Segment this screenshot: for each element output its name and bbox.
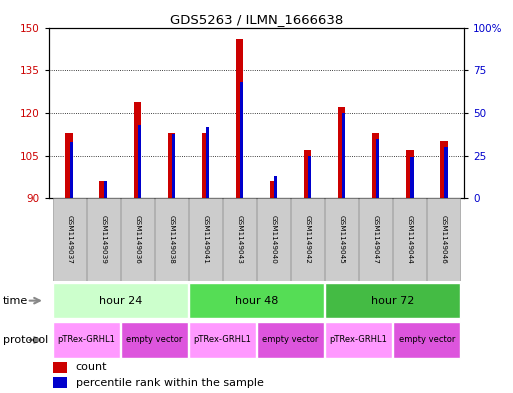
Text: protocol: protocol xyxy=(3,335,48,345)
Bar xyxy=(53,283,188,318)
Text: GSM1149045: GSM1149045 xyxy=(339,215,345,264)
Bar xyxy=(206,127,209,198)
Text: empty vector: empty vector xyxy=(399,336,455,344)
Text: GSM1149039: GSM1149039 xyxy=(100,215,106,264)
Bar xyxy=(53,362,67,373)
Bar xyxy=(393,198,426,281)
Bar xyxy=(308,156,311,198)
Bar xyxy=(342,113,345,198)
Text: GSM1149043: GSM1149043 xyxy=(236,215,243,264)
Bar xyxy=(121,322,188,358)
Text: pTRex-GRHL1: pTRex-GRHL1 xyxy=(193,336,251,344)
Text: GSM1149041: GSM1149041 xyxy=(203,215,208,264)
Bar xyxy=(87,198,120,281)
Title: GDS5263 / ILMN_1666638: GDS5263 / ILMN_1666638 xyxy=(170,13,343,26)
Text: empty vector: empty vector xyxy=(126,336,183,344)
Bar xyxy=(189,198,222,281)
Bar xyxy=(53,377,67,388)
Text: GSM1149047: GSM1149047 xyxy=(373,215,379,264)
Bar xyxy=(69,142,73,198)
Text: count: count xyxy=(76,362,107,373)
Bar xyxy=(325,322,392,358)
Bar xyxy=(325,283,460,318)
Bar xyxy=(66,133,73,198)
Text: hour 24: hour 24 xyxy=(98,296,142,306)
Bar xyxy=(100,181,107,198)
Bar xyxy=(291,198,324,281)
Bar xyxy=(376,139,380,198)
Text: GSM1149037: GSM1149037 xyxy=(66,215,72,264)
Bar xyxy=(172,134,175,198)
Text: GSM1149036: GSM1149036 xyxy=(134,215,140,264)
Text: percentile rank within the sample: percentile rank within the sample xyxy=(76,378,264,387)
Text: empty vector: empty vector xyxy=(262,336,319,344)
Bar xyxy=(133,101,141,198)
Bar xyxy=(427,198,460,281)
Text: pTRex-GRHL1: pTRex-GRHL1 xyxy=(57,336,115,344)
Text: GSM1149044: GSM1149044 xyxy=(407,215,413,264)
Bar xyxy=(410,158,413,198)
Bar xyxy=(53,198,86,281)
Bar xyxy=(104,181,107,198)
Bar xyxy=(372,133,380,198)
Bar xyxy=(121,198,153,281)
Bar xyxy=(304,150,311,198)
Text: time: time xyxy=(3,296,28,306)
Bar xyxy=(235,39,243,198)
Text: pTRex-GRHL1: pTRex-GRHL1 xyxy=(330,336,388,344)
Bar xyxy=(444,147,447,198)
Text: GSM1149046: GSM1149046 xyxy=(441,215,447,264)
Bar xyxy=(202,133,209,198)
Bar xyxy=(168,133,175,198)
Bar xyxy=(406,150,413,198)
Bar xyxy=(338,107,345,198)
Bar xyxy=(274,176,277,198)
Bar xyxy=(257,198,290,281)
Text: GSM1149038: GSM1149038 xyxy=(168,215,174,264)
Bar xyxy=(240,82,243,198)
Text: GSM1149040: GSM1149040 xyxy=(270,215,277,264)
Bar xyxy=(325,198,358,281)
Text: hour 48: hour 48 xyxy=(235,296,278,306)
Bar xyxy=(189,322,256,358)
Bar xyxy=(360,198,392,281)
Text: hour 72: hour 72 xyxy=(371,296,415,306)
Bar xyxy=(137,125,141,198)
Bar xyxy=(53,322,120,358)
Bar xyxy=(393,322,460,358)
Bar xyxy=(155,198,188,281)
Bar xyxy=(189,283,324,318)
Bar xyxy=(257,322,324,358)
Bar xyxy=(270,181,277,198)
Bar xyxy=(223,198,256,281)
Bar xyxy=(440,141,447,198)
Text: GSM1149042: GSM1149042 xyxy=(305,215,310,264)
